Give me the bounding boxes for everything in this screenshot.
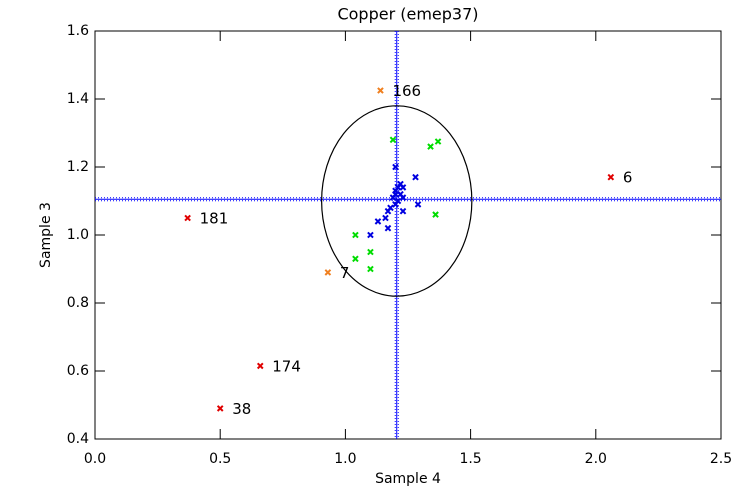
marker (367, 231, 374, 239)
marker (414, 201, 422, 208)
x-tick-label: 2.5 (710, 451, 732, 467)
y-axis-label: Sample 3 (38, 202, 54, 268)
marker (352, 255, 359, 263)
marker (382, 214, 389, 222)
y-tick-label: 0.8 (67, 295, 89, 311)
point-label: 6 (623, 169, 633, 187)
marker (184, 214, 191, 222)
marker (324, 269, 332, 276)
marker (432, 211, 439, 218)
marker (216, 405, 224, 412)
y-tick-label: 1.6 (67, 23, 89, 39)
x-axis-label: Sample 4 (375, 471, 441, 487)
marker (352, 231, 359, 239)
point-label: 181 (200, 210, 229, 228)
point-label: 166 (392, 82, 421, 100)
marker (392, 190, 399, 198)
marker (434, 138, 442, 145)
point-label: 7 (340, 264, 350, 282)
marker (607, 173, 615, 181)
x-tick-label: 0.5 (209, 451, 231, 467)
chart-title: Copper (emep37) (337, 5, 478, 24)
x-tick-label: 2.0 (585, 451, 607, 467)
marker (367, 248, 374, 256)
marker (384, 207, 392, 215)
marker (256, 362, 264, 370)
y-tick-label: 1.0 (67, 227, 89, 243)
marker (389, 136, 397, 144)
marker (412, 173, 419, 181)
marker (427, 143, 434, 150)
marker (399, 184, 407, 191)
marker (392, 201, 399, 208)
y-tick-label: 1.2 (67, 159, 89, 175)
marker (384, 224, 392, 232)
confidence-ellipse (321, 105, 473, 297)
marker (377, 87, 384, 94)
x-tick-label: 1.5 (459, 451, 481, 467)
y-tick-label: 1.4 (67, 91, 89, 107)
point-label: 38 (232, 400, 251, 418)
marker (392, 163, 399, 171)
x-tick-label: 1.0 (334, 451, 356, 467)
point-label: 174 (272, 357, 301, 375)
marker (399, 194, 407, 201)
marker (374, 218, 382, 225)
y-tick-label: 0.4 (67, 431, 89, 447)
y-tick-label: 0.6 (67, 363, 89, 379)
marker (399, 207, 407, 215)
marker (367, 265, 374, 273)
x-tick-label: 0.0 (84, 451, 106, 467)
